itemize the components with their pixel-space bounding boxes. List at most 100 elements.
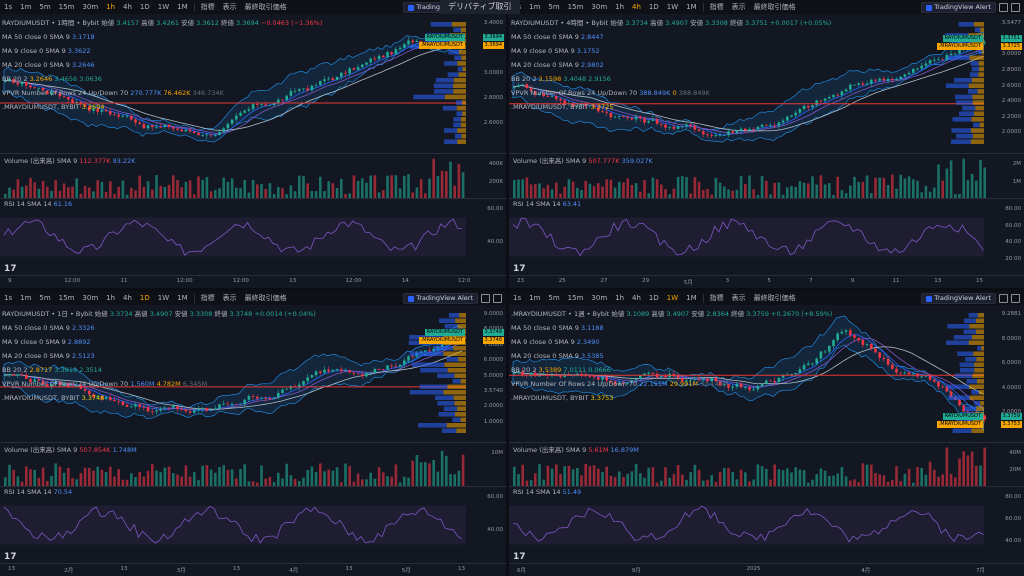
last-price-menu[interactable]: 最終取引価格: [244, 3, 287, 11]
timeframe-15m[interactable]: 15m: [58, 294, 75, 302]
indicator-legend[interactable]: .MRAYDIUMUSDT, BYBIT 3.3753: [511, 391, 613, 405]
last-price-menu[interactable]: 最終取引価格: [753, 294, 796, 302]
indicator-legend[interactable]: MA 20 close 0 SMA 9 2.9802: [511, 58, 604, 72]
indicator-legend[interactable]: MA 20 close 0 SMA 9 2.5123: [2, 349, 95, 363]
time-axis[interactable]: 23 25 27 29 5月 3 5 7 9 11 13 15: [509, 275, 1024, 288]
timeframe-1s[interactable]: 1s: [4, 3, 13, 11]
timeframe-1h[interactable]: 1h: [615, 294, 625, 302]
display-menu[interactable]: 表示: [731, 3, 746, 11]
timeframe-1W[interactable]: 1W: [666, 3, 679, 11]
chart-canvas[interactable]: [0, 0, 506, 288]
timeframe-1M[interactable]: 1M: [177, 3, 188, 11]
display-menu[interactable]: 表示: [222, 294, 237, 302]
indicators-menu[interactable]: 指標: [200, 294, 215, 302]
indicator-legend[interactable]: VPVR Number Of Rows 24 Up/Down 70 1.560M…: [2, 377, 207, 391]
indicator-legend[interactable]: MA 9 close 0 SMA 9 2.3490: [511, 335, 600, 349]
timeframe-5m[interactable]: 5m: [39, 294, 51, 302]
timeframe-1M[interactable]: 1M: [686, 294, 697, 302]
timeframe-15m[interactable]: 15m: [567, 3, 584, 11]
candle: [71, 99, 74, 104]
volume-legend[interactable]: Volume (出来高) SMA 9 507.854K 1.748M: [4, 444, 137, 454]
timeframe-1h[interactable]: 1h: [615, 3, 625, 11]
indicator-legend[interactable]: MA 50 close 0 SMA 9 2.8447: [511, 30, 604, 44]
timeframe-4h[interactable]: 4h: [123, 294, 132, 302]
timeframe-1m[interactable]: 1m: [529, 294, 541, 302]
display-menu[interactable]: 表示: [731, 294, 746, 302]
camera-icon[interactable]: [999, 294, 1008, 303]
timeframe-4h[interactable]: 4h: [123, 3, 132, 11]
timeframe-4h[interactable]: 4h: [632, 3, 641, 11]
timeframe-1D[interactable]: 1D: [648, 3, 659, 11]
indicator-legend[interactable]: BB 20 2 2.8717 3.3919 2.3514: [2, 363, 102, 377]
tradingview-alert-button[interactable]: TradingView Alert: [403, 293, 478, 304]
rsi-legend[interactable]: RSI 14 SMA 14 63.41: [513, 200, 581, 208]
timeframe-1s[interactable]: 1s: [513, 294, 522, 302]
timeframe-1W[interactable]: 1W: [666, 294, 679, 302]
time-axis[interactable]: 6月 9月 2025 4月 7月: [509, 563, 1024, 576]
rsi-legend[interactable]: RSI 14 SMA 14 61.16: [4, 200, 72, 208]
timeframe-1s[interactable]: 1s: [4, 294, 13, 302]
timeframe-5m[interactable]: 5m: [548, 294, 560, 302]
indicator-legend[interactable]: .MRAYDIUMUSDT, BYBIT 3.3725: [511, 100, 613, 114]
indicators-menu[interactable]: 指標: [200, 3, 215, 11]
timeframe-30m[interactable]: 30m: [591, 3, 608, 11]
fullscreen-icon[interactable]: [493, 294, 502, 303]
tradingview-alert-button[interactable]: TradingView Alert: [921, 293, 996, 304]
indicator-legend[interactable]: VPVR Number Of Rows 24 Up/Down 70 22.151…: [511, 377, 729, 391]
timeframe-1D[interactable]: 1D: [139, 3, 150, 11]
indicator-legend[interactable]: VPVR Number Of Rows 24 Up/Down 70 270.77…: [2, 86, 224, 100]
volume-legend[interactable]: Volume (出来高) SMA 9 507.777K 359.027K: [513, 155, 653, 165]
indicators-menu[interactable]: 指標: [709, 294, 724, 302]
indicator-legend[interactable]: .MRAYDIUMUSDT, BYBIT 3.3694: [2, 100, 104, 114]
volume-legend[interactable]: Volume (出来高) SMA 9 112.377K 93.22K: [4, 155, 135, 165]
timeframe-15m[interactable]: 15m: [58, 3, 75, 11]
indicator-legend[interactable]: MA 50 close 0 SMA 9 2.3326: [2, 321, 95, 335]
camera-icon[interactable]: [999, 3, 1008, 12]
indicator-legend[interactable]: .MRAYDIUMUSDT, BYBIT 3.3748: [2, 391, 104, 405]
timeframe-1h[interactable]: 1h: [106, 294, 116, 302]
timeframe-1m[interactable]: 1m: [20, 294, 32, 302]
timeframe-30m[interactable]: 30m: [591, 294, 608, 302]
indicator-legend[interactable]: BB 20 2 3.1598 3.4048 2.9156: [511, 72, 611, 86]
timeframe-1W[interactable]: 1W: [157, 294, 170, 302]
tradingview-alert-button[interactable]: TradingView Alert: [921, 2, 996, 13]
fullscreen-icon[interactable]: [1011, 294, 1020, 303]
indicator-legend[interactable]: MA 20 close 0 SMA 9 3.5385: [511, 349, 604, 363]
timeframe-15m[interactable]: 15m: [567, 294, 584, 302]
indicator-legend[interactable]: MA 20 close 0 SMA 9 3.2646: [2, 58, 95, 72]
indicator-legend[interactable]: BB 20 2 3.2646 3.4656 3.0636: [2, 72, 102, 86]
rsi-legend[interactable]: RSI 14 SMA 14 51.49: [513, 488, 581, 496]
time-axis[interactable]: 9 12:00 11 12:00 12:00 13 12:00 14 12:0: [0, 275, 506, 288]
time-axis[interactable]: 13 2月 13 3月 13 4月 13 5月 13: [0, 563, 506, 576]
indicator-legend[interactable]: MA 9 close 0 SMA 9 3.1752: [511, 44, 600, 58]
last-price-menu[interactable]: 最終取引価格: [753, 3, 796, 11]
indicators-menu[interactable]: 指標: [709, 3, 724, 11]
rsi-legend[interactable]: RSI 14 SMA 14 70.54: [4, 488, 72, 496]
timeframe-4h[interactable]: 4h: [632, 294, 641, 302]
timeframe-1W[interactable]: 1W: [157, 3, 170, 11]
timeframe-5m[interactable]: 5m: [39, 3, 51, 11]
timeframe-1M[interactable]: 1M: [686, 3, 697, 11]
indicator-legend[interactable]: MA 50 close 0 SMA 9 3.1718: [2, 30, 95, 44]
timeframe-1m[interactable]: 1m: [529, 3, 541, 11]
timeframe-30m[interactable]: 30m: [82, 3, 99, 11]
last-price-menu[interactable]: 最終取引価格: [244, 294, 287, 302]
indicator-legend[interactable]: BB 20 2 3.5389 7.0111 0.0666: [511, 363, 611, 377]
timeframe-1D[interactable]: 1D: [139, 294, 150, 302]
chart-canvas[interactable]: [509, 0, 1024, 288]
candle: [377, 55, 381, 60]
display-menu[interactable]: 表示: [222, 3, 237, 11]
fullscreen-icon[interactable]: [1011, 3, 1020, 12]
indicator-legend[interactable]: MA 50 close 0 SMA 9 3.1188: [511, 321, 604, 335]
timeframe-5m[interactable]: 5m: [548, 3, 560, 11]
timeframe-30m[interactable]: 30m: [82, 294, 99, 302]
volume-legend[interactable]: Volume (出来高) SMA 9 5.61M 16.879M: [513, 444, 639, 454]
timeframe-1h[interactable]: 1h: [106, 3, 116, 11]
camera-icon[interactable]: [481, 294, 490, 303]
indicator-legend[interactable]: MA 9 close 0 SMA 9 2.8892: [2, 335, 91, 349]
indicator-legend[interactable]: MA 9 close 0 SMA 9 3.3622: [2, 44, 91, 58]
timeframe-1M[interactable]: 1M: [177, 294, 188, 302]
indicator-legend[interactable]: VPVR Number Of Rows 24 Up/Down 70 388.84…: [511, 86, 710, 100]
timeframe-1D[interactable]: 1D: [648, 294, 659, 302]
timeframe-1m[interactable]: 1m: [20, 3, 32, 11]
